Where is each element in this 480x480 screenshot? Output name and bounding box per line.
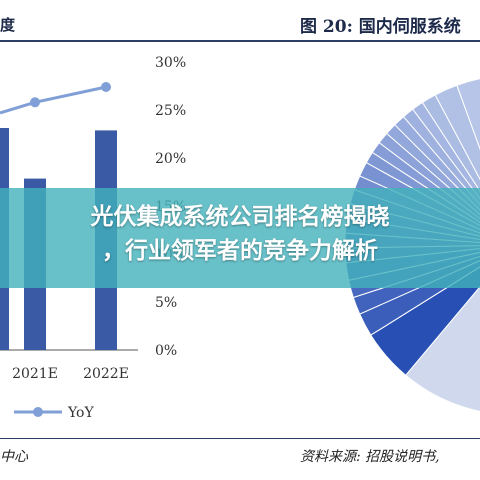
legend-marker — [33, 407, 43, 417]
x-axis-tick-label: 2022E — [83, 366, 129, 382]
footer-left-text: 中心 — [0, 449, 28, 465]
pie-slice — [456, 78, 480, 151]
y-axis-tick-label: 0% — [155, 343, 177, 359]
yoy-point — [30, 97, 40, 108]
headline-text: 光伏集成系统公司排名榜揭晓 ，行业领军者的竞争力解析 — [0, 200, 480, 268]
y-axis-tick-label: 5% — [155, 295, 177, 311]
pie-slice-main — [404, 285, 480, 412]
top-rule — [0, 40, 480, 42]
header-left-text: 度 — [0, 16, 16, 34]
y-axis-tick-label: 25% — [155, 103, 186, 119]
headline-banner — [0, 188, 480, 288]
y-axis-tick-label: 30% — [155, 55, 186, 71]
bottom-rule — [0, 438, 480, 439]
yoy-line — [0, 85, 107, 115]
figure-title: 图 20: 国内伺服系统 — [300, 17, 461, 37]
x-axis-tick-label: 2021E — [12, 366, 58, 382]
legend-label: YoY — [67, 405, 94, 421]
y-axis-tick-label: 20% — [155, 151, 186, 167]
source-note: 资料来源: 招股说明书, — [300, 449, 440, 465]
headline-line-1: 光伏集成系统公司排名榜揭晓 — [90, 204, 390, 230]
headline-line-2: ，行业领军者的竞争力解析 — [102, 238, 378, 264]
yoy-point — [101, 82, 111, 92]
